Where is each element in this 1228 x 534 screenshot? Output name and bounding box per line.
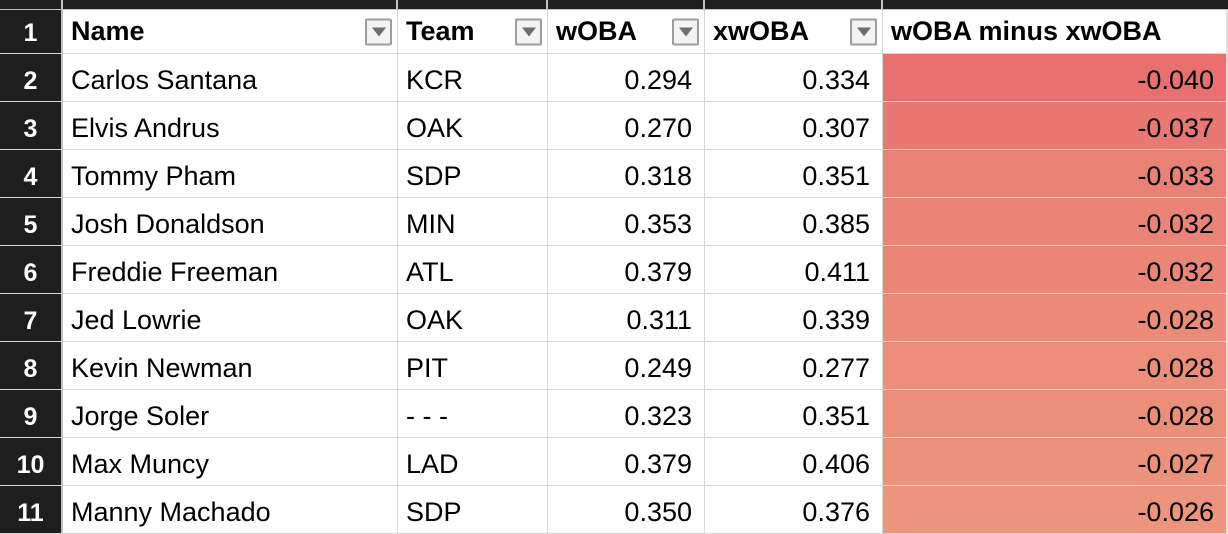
cell-woba[interactable]: 0.379 <box>548 438 705 486</box>
cell-woba-minus-xwoba[interactable]: -0.037 <box>883 102 1228 150</box>
cell-woba-minus-xwoba[interactable]: -0.032 <box>883 198 1228 246</box>
cell-xwoba[interactable]: 0.351 <box>705 150 883 198</box>
header-cell-name[interactable]: Name <box>63 10 398 54</box>
row-number[interactable]: 9 <box>0 390 63 438</box>
cell-xwoba[interactable]: 0.307 <box>705 102 883 150</box>
cell-team[interactable]: - - - <box>398 390 548 438</box>
cell-name[interactable]: Tommy Pham <box>63 150 398 198</box>
autofilter-dropdown-woba[interactable] <box>672 18 699 45</box>
cell-woba-minus-xwoba[interactable]: -0.026 <box>883 486 1228 534</box>
cell-woba[interactable]: 0.270 <box>548 102 705 150</box>
filter-arrow-icon <box>856 27 871 36</box>
filter-arrow-icon <box>521 27 536 36</box>
cell-woba[interactable]: 0.311 <box>548 294 705 342</box>
cell-xwoba[interactable]: 0.376 <box>705 486 883 534</box>
row-number[interactable]: 8 <box>0 342 63 390</box>
cell-xwoba[interactable]: 0.277 <box>705 342 883 390</box>
cell-name[interactable]: Max Muncy <box>63 438 398 486</box>
header-label: wOBA minus xwOBA <box>891 16 1162 46</box>
cell-team[interactable]: SDP <box>398 486 548 534</box>
cell-team[interactable]: ATL <box>398 246 548 294</box>
cell-woba-minus-xwoba[interactable]: -0.033 <box>883 150 1228 198</box>
cell-woba[interactable]: 0.249 <box>548 342 705 390</box>
row-number[interactable]: 5 <box>0 198 63 246</box>
cell-woba[interactable]: 0.294 <box>548 54 705 102</box>
cell-woba-minus-xwoba[interactable]: -0.040 <box>883 54 1228 102</box>
row-number[interactable]: 3 <box>0 102 63 150</box>
row-number[interactable]: 6 <box>0 246 63 294</box>
row-number[interactable]: 7 <box>0 294 63 342</box>
header-label: wOBA <box>556 16 637 46</box>
row-number[interactable]: 10 <box>0 438 63 486</box>
cell-woba[interactable]: 0.379 <box>548 246 705 294</box>
sheet-grid: 1 Name Team wOBA xwOBA wOBA <box>0 10 1228 534</box>
cell-xwoba[interactable]: 0.334 <box>705 54 883 102</box>
cell-woba-minus-xwoba[interactable]: -0.028 <box>883 390 1228 438</box>
row-number[interactable]: 1 <box>0 10 63 54</box>
row-number[interactable]: 4 <box>0 150 63 198</box>
column-letter-header-e[interactable] <box>883 0 1228 10</box>
column-letter-header-c[interactable] <box>548 0 705 10</box>
cell-team[interactable]: SDP <box>398 150 548 198</box>
header-cell-team[interactable]: Team <box>398 10 548 54</box>
cell-woba[interactable]: 0.353 <box>548 198 705 246</box>
cell-team[interactable]: OAK <box>398 102 548 150</box>
header-cell-woba[interactable]: wOBA <box>548 10 705 54</box>
cell-woba-minus-xwoba[interactable]: -0.027 <box>883 438 1228 486</box>
header-cell-woba-minus-xwoba[interactable]: wOBA minus xwOBA <box>883 10 1228 54</box>
cell-xwoba[interactable]: 0.351 <box>705 390 883 438</box>
column-letter-header-a[interactable] <box>63 0 398 10</box>
autofilter-dropdown-name[interactable] <box>365 18 392 45</box>
cell-name[interactable]: Carlos Santana <box>63 54 398 102</box>
cell-team[interactable]: OAK <box>398 294 548 342</box>
cell-name[interactable]: Elvis Andrus <box>63 102 398 150</box>
cell-name[interactable]: Jed Lowrie <box>63 294 398 342</box>
row-number[interactable]: 2 <box>0 54 63 102</box>
autofilter-dropdown-xwoba[interactable] <box>850 18 877 45</box>
header-label: Team <box>406 16 475 46</box>
cell-xwoba[interactable]: 0.411 <box>705 246 883 294</box>
header-label: Name <box>71 16 145 46</box>
select-all-corner[interactable] <box>0 0 63 10</box>
cell-woba-minus-xwoba[interactable]: -0.028 <box>883 342 1228 390</box>
cell-name[interactable]: Freddie Freeman <box>63 246 398 294</box>
cell-woba[interactable]: 0.318 <box>548 150 705 198</box>
cell-woba[interactable]: 0.350 <box>548 486 705 534</box>
cell-name[interactable]: Josh Donaldson <box>63 198 398 246</box>
column-letter-header-b[interactable] <box>398 0 548 10</box>
filter-arrow-icon <box>678 27 693 36</box>
header-cell-xwoba[interactable]: xwOBA <box>705 10 883 54</box>
column-letter-header-d[interactable] <box>705 0 883 10</box>
cell-team[interactable]: PIT <box>398 342 548 390</box>
cell-xwoba[interactable]: 0.406 <box>705 438 883 486</box>
autofilter-dropdown-team[interactable] <box>515 18 542 45</box>
cell-team[interactable]: KCR <box>398 54 548 102</box>
cell-team[interactable]: MIN <box>398 198 548 246</box>
row-number[interactable]: 11 <box>0 486 63 534</box>
cell-name[interactable]: Manny Machado <box>63 486 398 534</box>
header-label: xwOBA <box>713 16 810 46</box>
cell-woba-minus-xwoba[interactable]: -0.032 <box>883 246 1228 294</box>
column-headers-strip <box>0 0 1228 10</box>
cell-team[interactable]: LAD <box>398 438 548 486</box>
cell-name[interactable]: Kevin Newman <box>63 342 398 390</box>
cell-name[interactable]: Jorge Soler <box>63 390 398 438</box>
cell-woba[interactable]: 0.323 <box>548 390 705 438</box>
cell-woba-minus-xwoba[interactable]: -0.028 <box>883 294 1228 342</box>
filter-arrow-icon <box>371 27 386 36</box>
cell-xwoba[interactable]: 0.339 <box>705 294 883 342</box>
cell-xwoba[interactable]: 0.385 <box>705 198 883 246</box>
